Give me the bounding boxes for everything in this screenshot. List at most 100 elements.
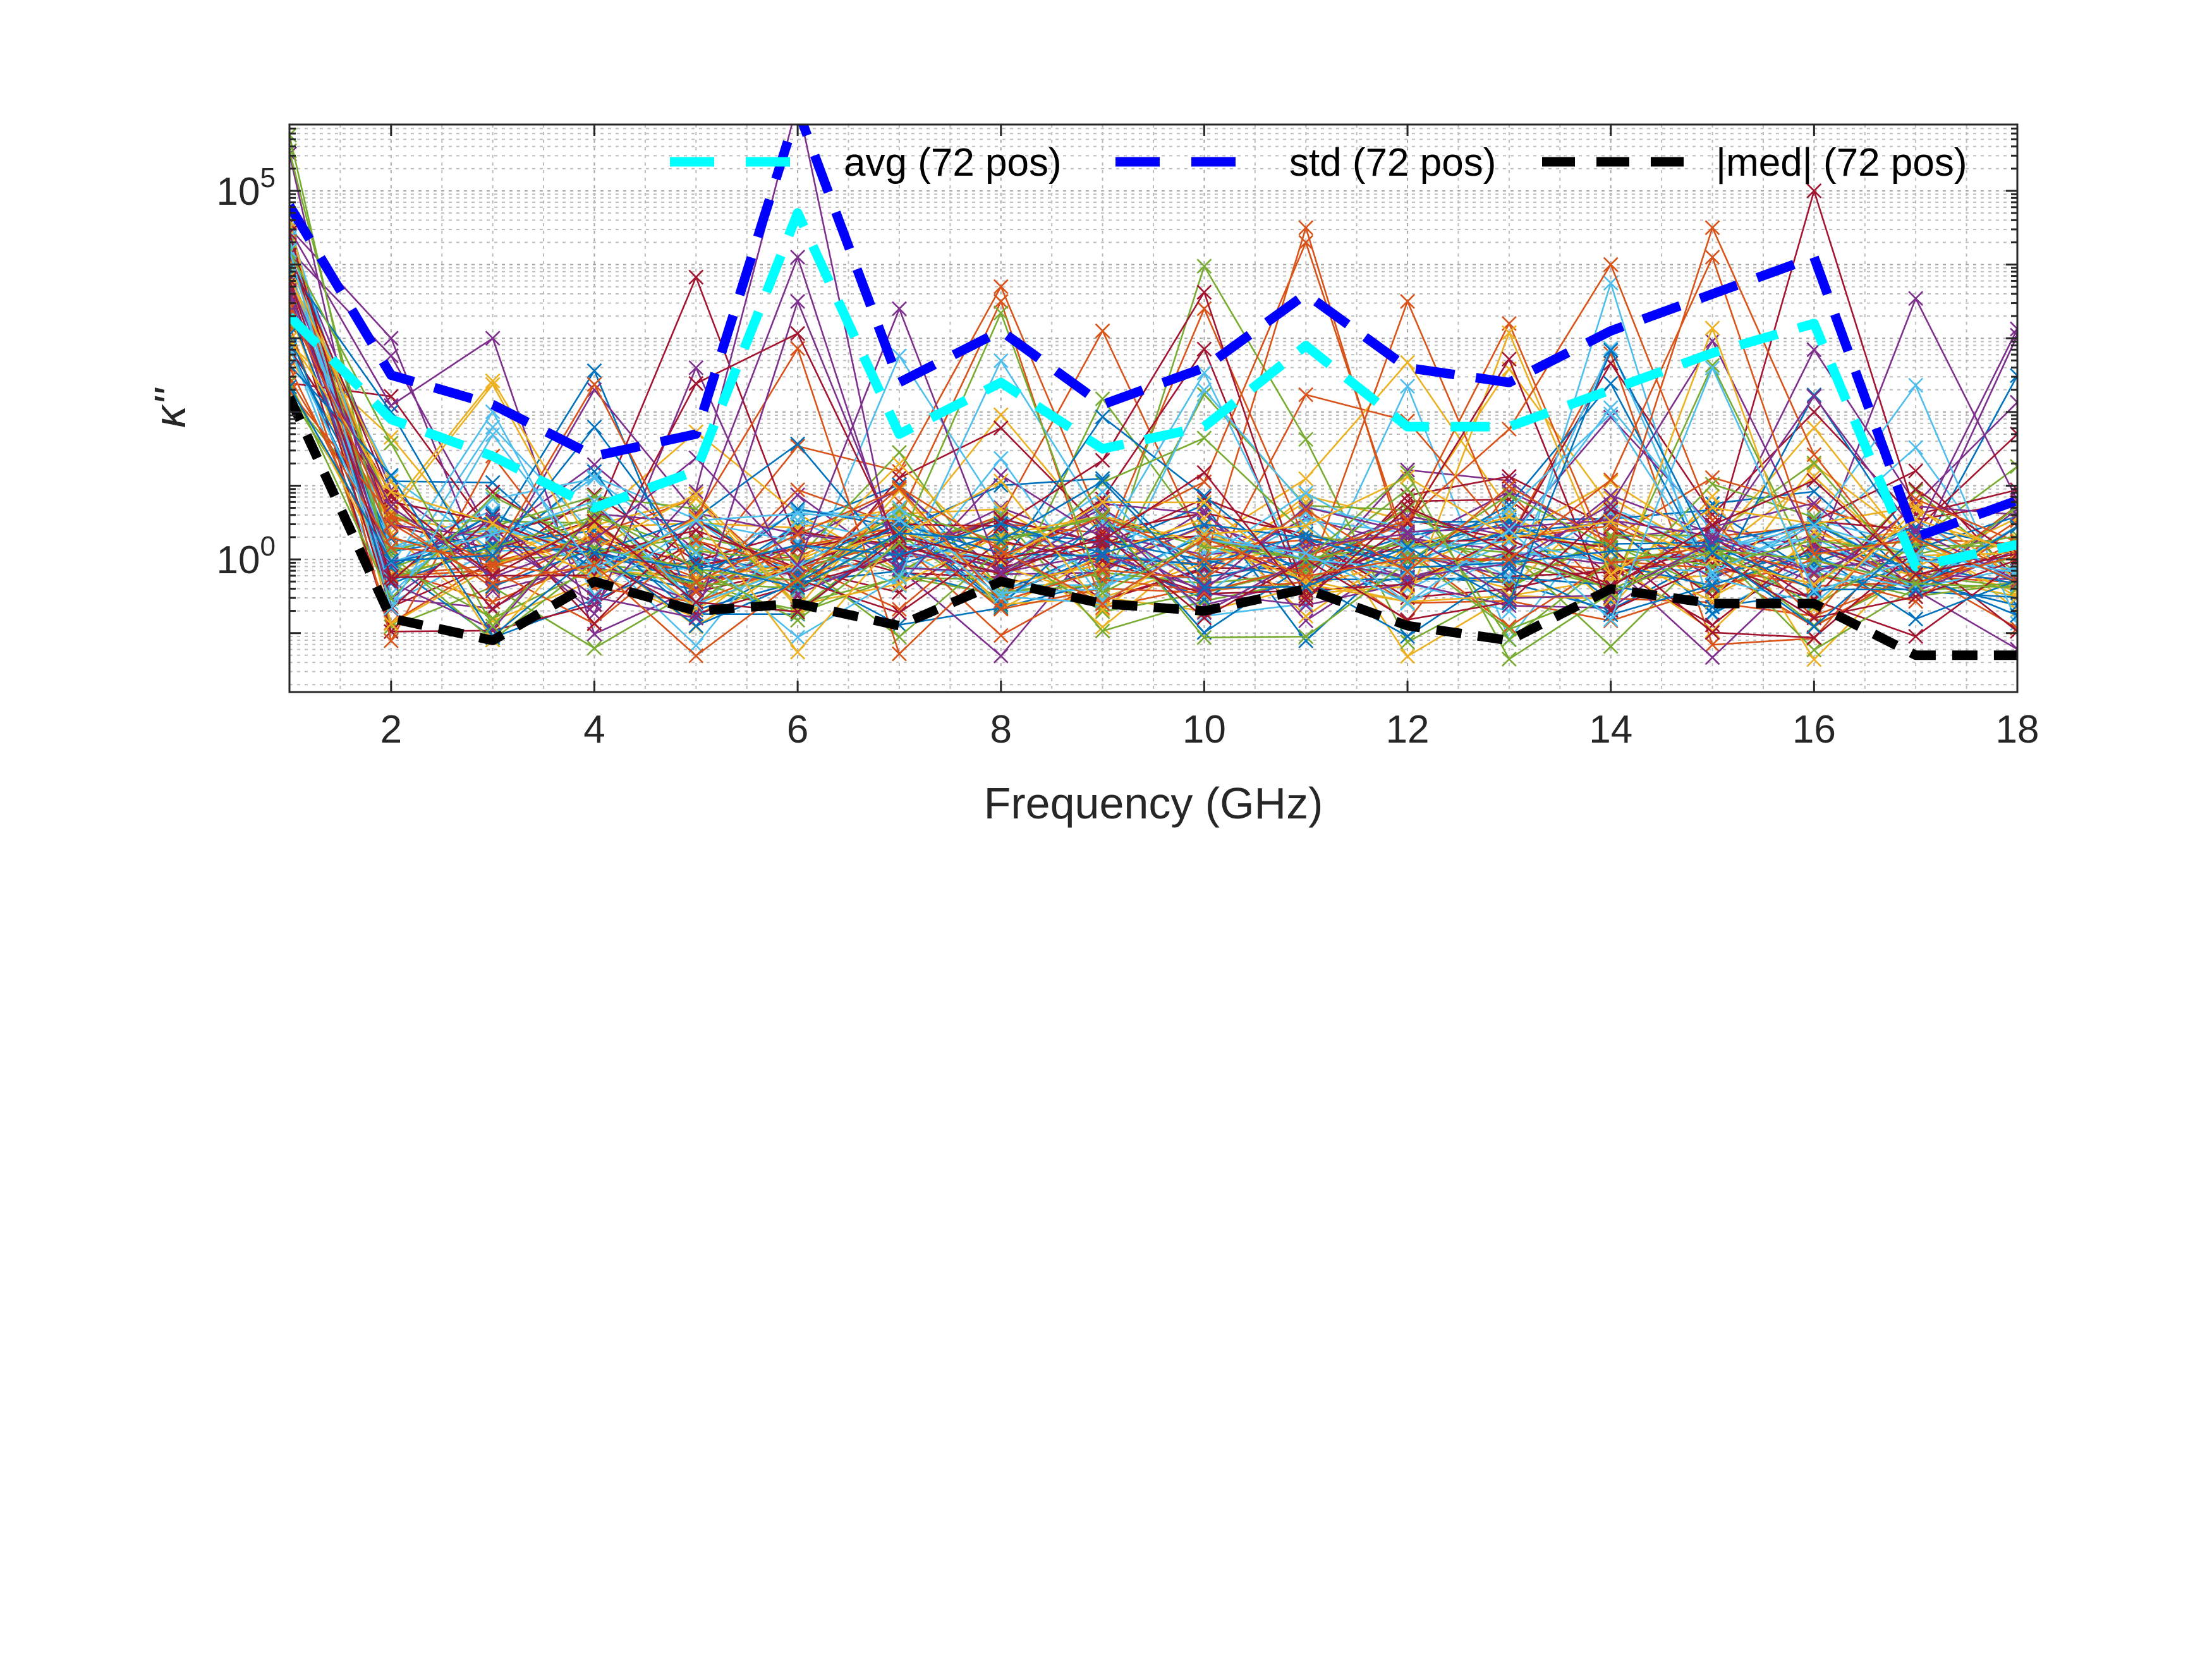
trace-marker — [1806, 518, 1822, 533]
trace-marker — [1400, 595, 1415, 611]
trace-marker — [688, 491, 704, 506]
trace-marker — [586, 587, 602, 603]
trace-marker — [1603, 502, 1619, 518]
trace-marker — [1400, 594, 1415, 610]
trace-marker — [1501, 595, 1517, 611]
trace-marker — [790, 537, 806, 553]
trace-marker — [586, 471, 602, 487]
trace-marker — [1196, 580, 1212, 595]
trace-marker — [1298, 538, 1314, 554]
y-tick-base: 10 — [217, 170, 260, 214]
trace-marker — [1400, 355, 1415, 370]
trace-marker — [1196, 465, 1212, 480]
trace-marker — [1806, 552, 1822, 568]
trace-marker — [1501, 619, 1517, 635]
trace-marker — [1196, 557, 1212, 573]
trace-marker — [688, 513, 704, 528]
trace-marker — [892, 500, 907, 516]
trace-marker — [485, 331, 501, 346]
trace-marker — [688, 574, 704, 590]
trace-marker — [1603, 514, 1619, 529]
trace-marker — [383, 331, 399, 346]
trace-marker — [1095, 507, 1110, 523]
trace-marker — [586, 377, 602, 392]
trace-marker — [1196, 524, 1212, 540]
trace-marker — [1501, 632, 1517, 648]
trace-marker — [1095, 619, 1110, 635]
x-tick-label: 4 — [583, 708, 605, 751]
trace-marker — [289, 242, 297, 258]
trace-marker — [289, 219, 297, 235]
trace-marker — [1705, 220, 1720, 236]
trace-marker — [1400, 499, 1415, 515]
trace-marker — [2010, 394, 2017, 410]
trace-marker — [993, 554, 1009, 569]
trace-marker — [1298, 387, 1314, 403]
trace-marker — [1400, 379, 1415, 394]
trace-marker — [1705, 477, 1720, 492]
trace-line — [289, 150, 2017, 631]
legend-entry-std: std (72 pos) — [1115, 141, 1496, 185]
trace-marker — [586, 487, 602, 502]
trace-marker — [1298, 485, 1314, 501]
trace-marker — [993, 531, 1009, 547]
trace-marker — [586, 561, 602, 576]
trace-marker — [1400, 539, 1415, 555]
trace-marker — [1705, 605, 1720, 621]
trace-marker — [1501, 478, 1517, 494]
trace-marker — [993, 648, 1009, 664]
trace-marker — [1806, 473, 1822, 489]
y-axis-title: κ'' — [145, 387, 195, 428]
trace-marker — [1603, 497, 1619, 513]
trace-marker — [485, 427, 501, 442]
trace-marker — [1095, 409, 1110, 425]
trace-marker — [586, 457, 602, 473]
trace-marker — [1705, 513, 1720, 528]
x-tick-label: 14 — [1589, 708, 1632, 751]
trace-marker — [1400, 512, 1415, 528]
x-tick-label: 10 — [1182, 708, 1226, 751]
trace-marker — [892, 602, 907, 617]
trace-marker — [289, 272, 297, 288]
trace-marker — [1298, 613, 1314, 629]
trace-marker — [1806, 619, 1822, 635]
trace-marker — [586, 489, 602, 504]
legend: avg (72 pos) std (72 pos) |med| (72 pos) — [670, 141, 1967, 185]
trace-line — [289, 256, 2017, 657]
trace-marker — [790, 250, 806, 265]
trace-marker — [1400, 564, 1415, 580]
y-tick-label: 105 — [217, 162, 276, 214]
trace-marker — [993, 353, 1009, 368]
trace-marker — [485, 575, 501, 591]
trace-marker — [1196, 365, 1212, 380]
background-traces — [289, 125, 2017, 667]
trace-marker — [1806, 389, 1822, 404]
trace-marker — [1095, 623, 1110, 639]
trace-marker — [1603, 375, 1619, 391]
trace-marker — [892, 529, 907, 545]
trace-marker — [1400, 526, 1415, 542]
trace-marker — [790, 487, 806, 503]
trace-marker — [1400, 293, 1415, 309]
trace-marker — [1806, 642, 1822, 658]
series-med-line — [289, 395, 2017, 660]
trace-marker — [1603, 472, 1619, 488]
trace-marker — [383, 569, 399, 585]
legend-entry-med: |med| (72 pos) — [1542, 141, 1967, 185]
trace-marker — [1806, 532, 1822, 548]
trace-marker — [1908, 377, 1924, 393]
trace-marker — [1196, 629, 1212, 645]
trace-marker — [688, 648, 704, 664]
trace-marker — [1603, 556, 1619, 571]
trace-marker — [1705, 358, 1720, 373]
x-tick-label: 8 — [990, 708, 1012, 751]
trace-marker — [586, 518, 602, 533]
trace-72 — [289, 250, 2017, 664]
trace-marker — [1400, 629, 1415, 644]
trace-marker — [289, 301, 297, 317]
trace-marker — [1705, 650, 1720, 665]
trace-marker — [1908, 611, 1924, 627]
trace-marker — [1095, 473, 1110, 489]
trace-marker — [1095, 494, 1110, 510]
